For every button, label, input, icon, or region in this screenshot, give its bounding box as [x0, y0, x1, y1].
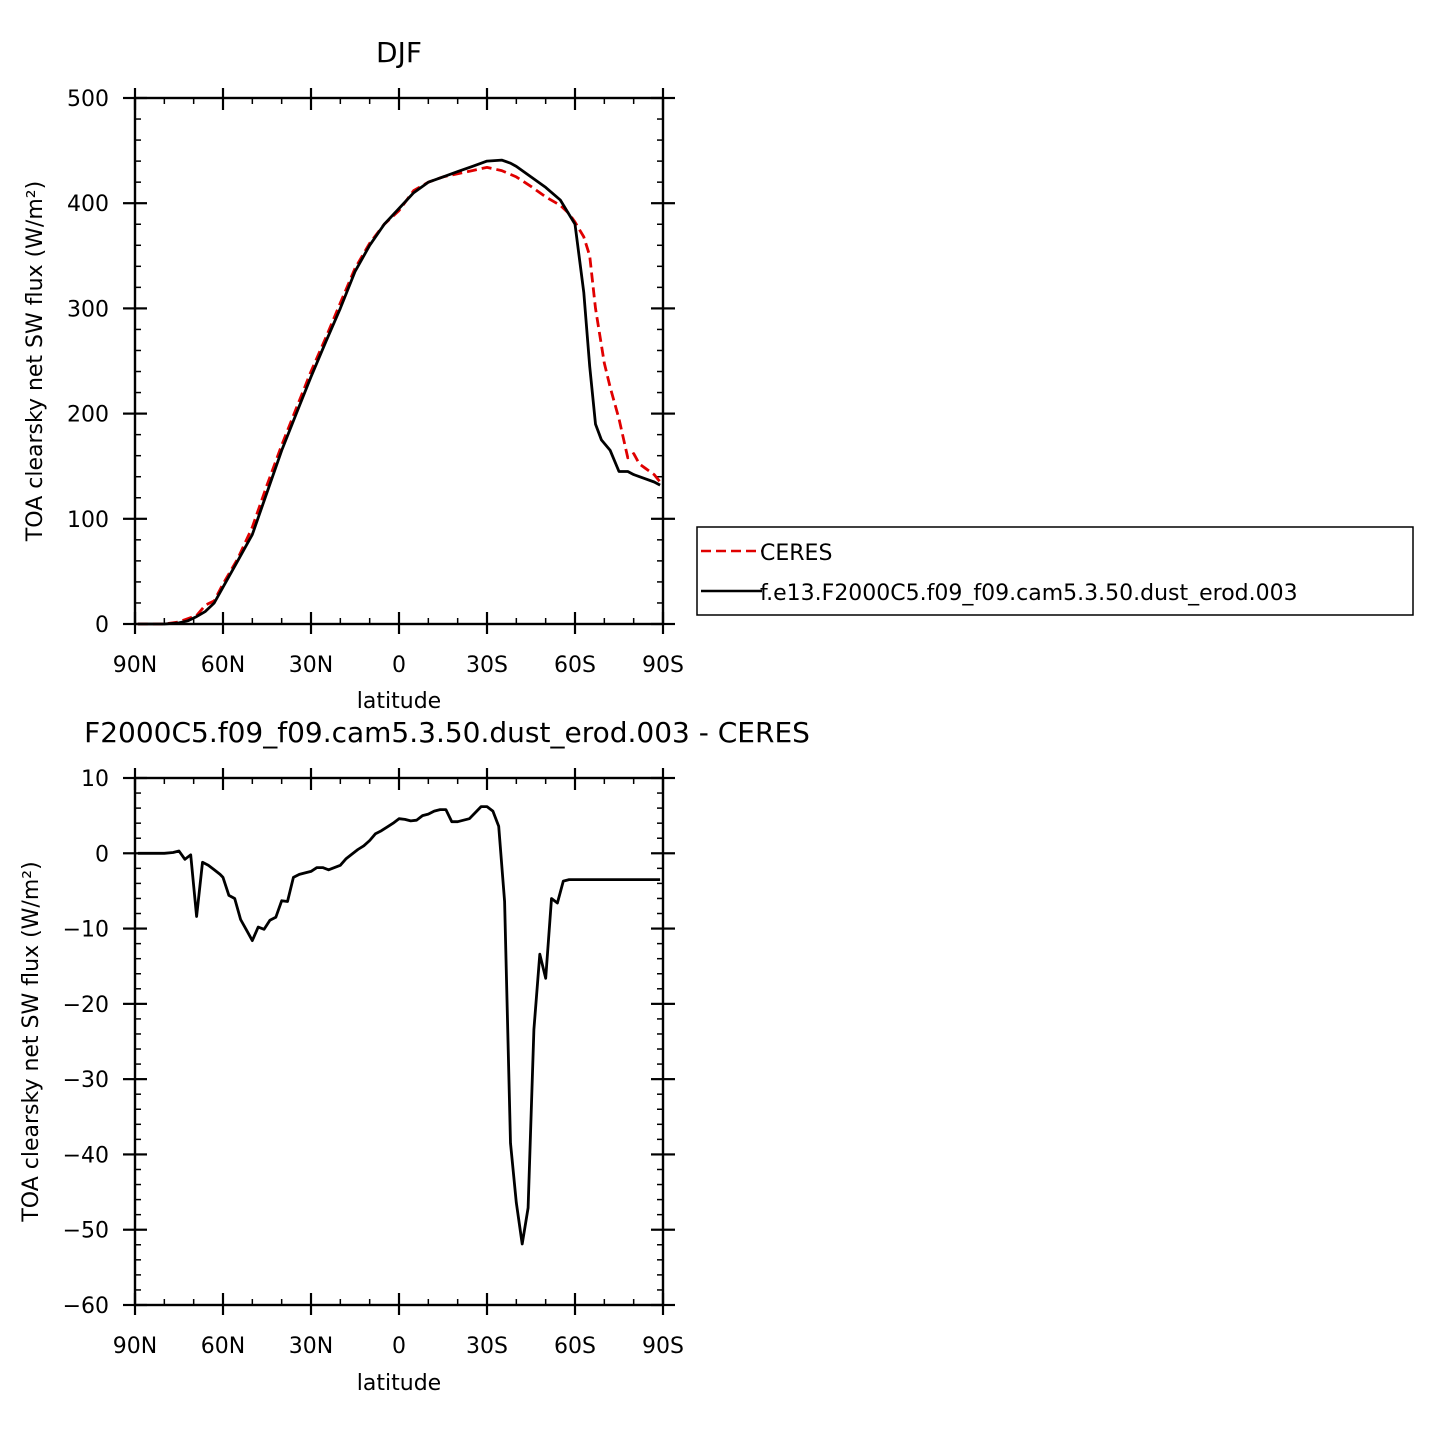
y-tick-label: 100 [67, 508, 109, 533]
x-axis-label: latitude [357, 689, 441, 714]
bottom-chart-panel: F2000C5.f09_f09.cam5.3.50.dust_erod.003 … [19, 716, 810, 1396]
x-tick-label: 90N [113, 1334, 157, 1359]
x-tick-label: 30N [289, 653, 333, 678]
legend-box [696, 526, 1414, 616]
x-tick-label: 30S [466, 653, 508, 678]
x-tick-label: 90N [113, 653, 157, 678]
series-line-ceres [137, 165, 662, 626]
x-tick-label: 60N [201, 1334, 245, 1359]
y-tick-label: 200 [67, 403, 109, 428]
x-tick-label: 0 [392, 653, 406, 678]
series-line-model [137, 805, 661, 1246]
y-tick-label: −20 [63, 993, 109, 1018]
series-line-model [137, 158, 661, 626]
plot-frame [133, 776, 665, 1307]
y-tick-label: −50 [63, 1219, 109, 1244]
x-tick-label: 60S [554, 1334, 596, 1359]
y-tick-label: −60 [63, 1294, 109, 1319]
x-tick-label: 90S [642, 1334, 684, 1359]
x-tick-label: 60S [554, 653, 596, 678]
chart-title: DJF [376, 36, 422, 69]
y-tick-label: 10 [81, 767, 109, 792]
y-tick-label: −30 [63, 1068, 109, 1093]
legend-label-model: f.e13.F2000C5.f09_f09.cam5.3.50.dust_ero… [760, 581, 1298, 606]
legend: CERES f.e13.F2000C5.f09_f09.cam5.3.50.du… [696, 526, 1414, 616]
y-tick-label: 300 [67, 297, 109, 322]
x-tick-label: 0 [392, 1334, 406, 1359]
y-tick-label: 500 [67, 87, 109, 112]
x-tick-label: 60N [201, 653, 245, 678]
y-tick-label: 0 [95, 842, 109, 867]
y-tick-label: 0 [95, 613, 109, 638]
y-axis-label: TOA clearsky net SW flux (W/m²) [23, 181, 48, 542]
x-tick-label: 90S [642, 653, 684, 678]
x-axis-label: latitude [357, 1371, 441, 1396]
plot-frame [133, 96, 665, 626]
x-tick-label: 30N [289, 1334, 333, 1359]
x-tick-label: 30S [466, 1334, 508, 1359]
top-chart-panel: DJF 90N 60N 30N 0 30S 60S 90S 0 100 200 300 400 500 la… [23, 36, 684, 714]
y-axis-label: TOA clearsky net SW flux (W/m²) [19, 861, 44, 1222]
y-tick-label: −10 [63, 918, 109, 943]
y-tick-label: −40 [63, 1143, 109, 1168]
legend-label-ceres: CERES [760, 541, 832, 566]
y-tick-label: 400 [67, 192, 109, 217]
chart-title: F2000C5.f09_f09.cam5.3.50.dust_erod.003 … [84, 716, 810, 749]
